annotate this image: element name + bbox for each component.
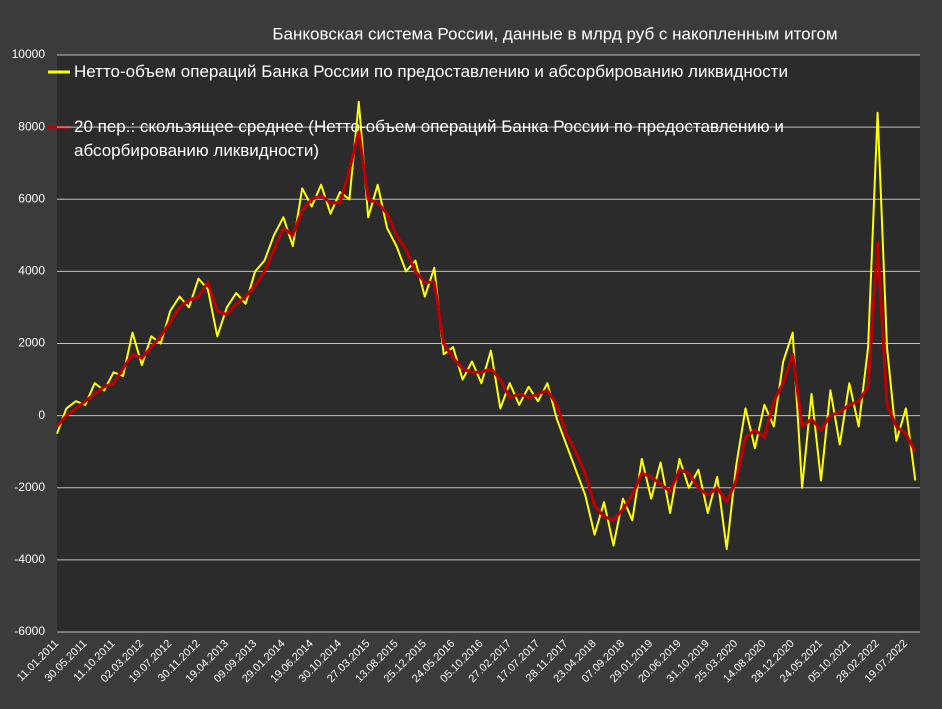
y-tick-label: 10000 [12, 47, 46, 61]
y-tick-label: -2000 [14, 480, 45, 494]
line-series [55, 129, 917, 522]
y-tick-label: -6000 [14, 624, 45, 638]
y-tick-label: -4000 [14, 552, 45, 566]
legend-entry: 20 пер.: скользящее среднее (Нетто-объем… [74, 117, 784, 160]
y-tick-label: 8000 [18, 119, 45, 133]
chart-title: Банковская система России, данные в млрд… [272, 24, 837, 43]
y-tick-label: 0 [38, 408, 45, 422]
y-tick-label: 2000 [18, 336, 45, 350]
legend-entry: Нетто-объем операций Банка России по пре… [74, 62, 788, 81]
y-tick-label: 4000 [18, 264, 45, 278]
line-series [56, 100, 917, 551]
y-tick-label: 6000 [18, 191, 45, 205]
